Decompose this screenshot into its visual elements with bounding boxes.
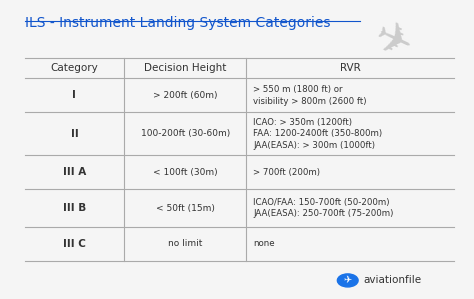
Text: I: I [73, 90, 76, 100]
Circle shape [337, 274, 358, 287]
Text: > 550 m (1800 ft) or
visibility > 800m (2600 ft): > 550 m (1800 ft) or visibility > 800m (… [254, 85, 367, 106]
Text: II: II [71, 129, 78, 139]
Text: III B: III B [63, 203, 86, 213]
Text: 100-200ft (30-60m): 100-200ft (30-60m) [140, 129, 230, 138]
Text: III C: III C [63, 239, 86, 248]
Text: none: none [254, 239, 275, 248]
Text: aviationfile: aviationfile [363, 275, 421, 286]
Text: > 200ft (60m): > 200ft (60m) [153, 91, 218, 100]
Text: < 50ft (15m): < 50ft (15m) [156, 204, 215, 213]
Text: Category: Category [51, 63, 98, 73]
Text: ICAO: > 350m (1200ft)
FAA: 1200-2400ft (350-800m)
JAA(EASA): > 300m (1000ft): ICAO: > 350m (1200ft) FAA: 1200-2400ft (… [254, 118, 383, 150]
Text: > 700ft (200m): > 700ft (200m) [254, 168, 320, 177]
Text: RVR: RVR [340, 63, 360, 73]
Text: ICAO/FAA: 150-700ft (50-200m)
JAA(EASA): 250-700ft (75-200m): ICAO/FAA: 150-700ft (50-200m) JAA(EASA):… [254, 198, 394, 218]
Text: Decision Height: Decision Height [144, 63, 227, 73]
Text: ✈: ✈ [344, 275, 352, 286]
Text: no limit: no limit [168, 239, 202, 248]
Text: < 100ft (30m): < 100ft (30m) [153, 168, 218, 177]
Text: ✈: ✈ [366, 16, 419, 70]
Text: III A: III A [63, 167, 86, 178]
Text: ILS - Instrument Landing System Categories: ILS - Instrument Landing System Categori… [25, 16, 330, 30]
